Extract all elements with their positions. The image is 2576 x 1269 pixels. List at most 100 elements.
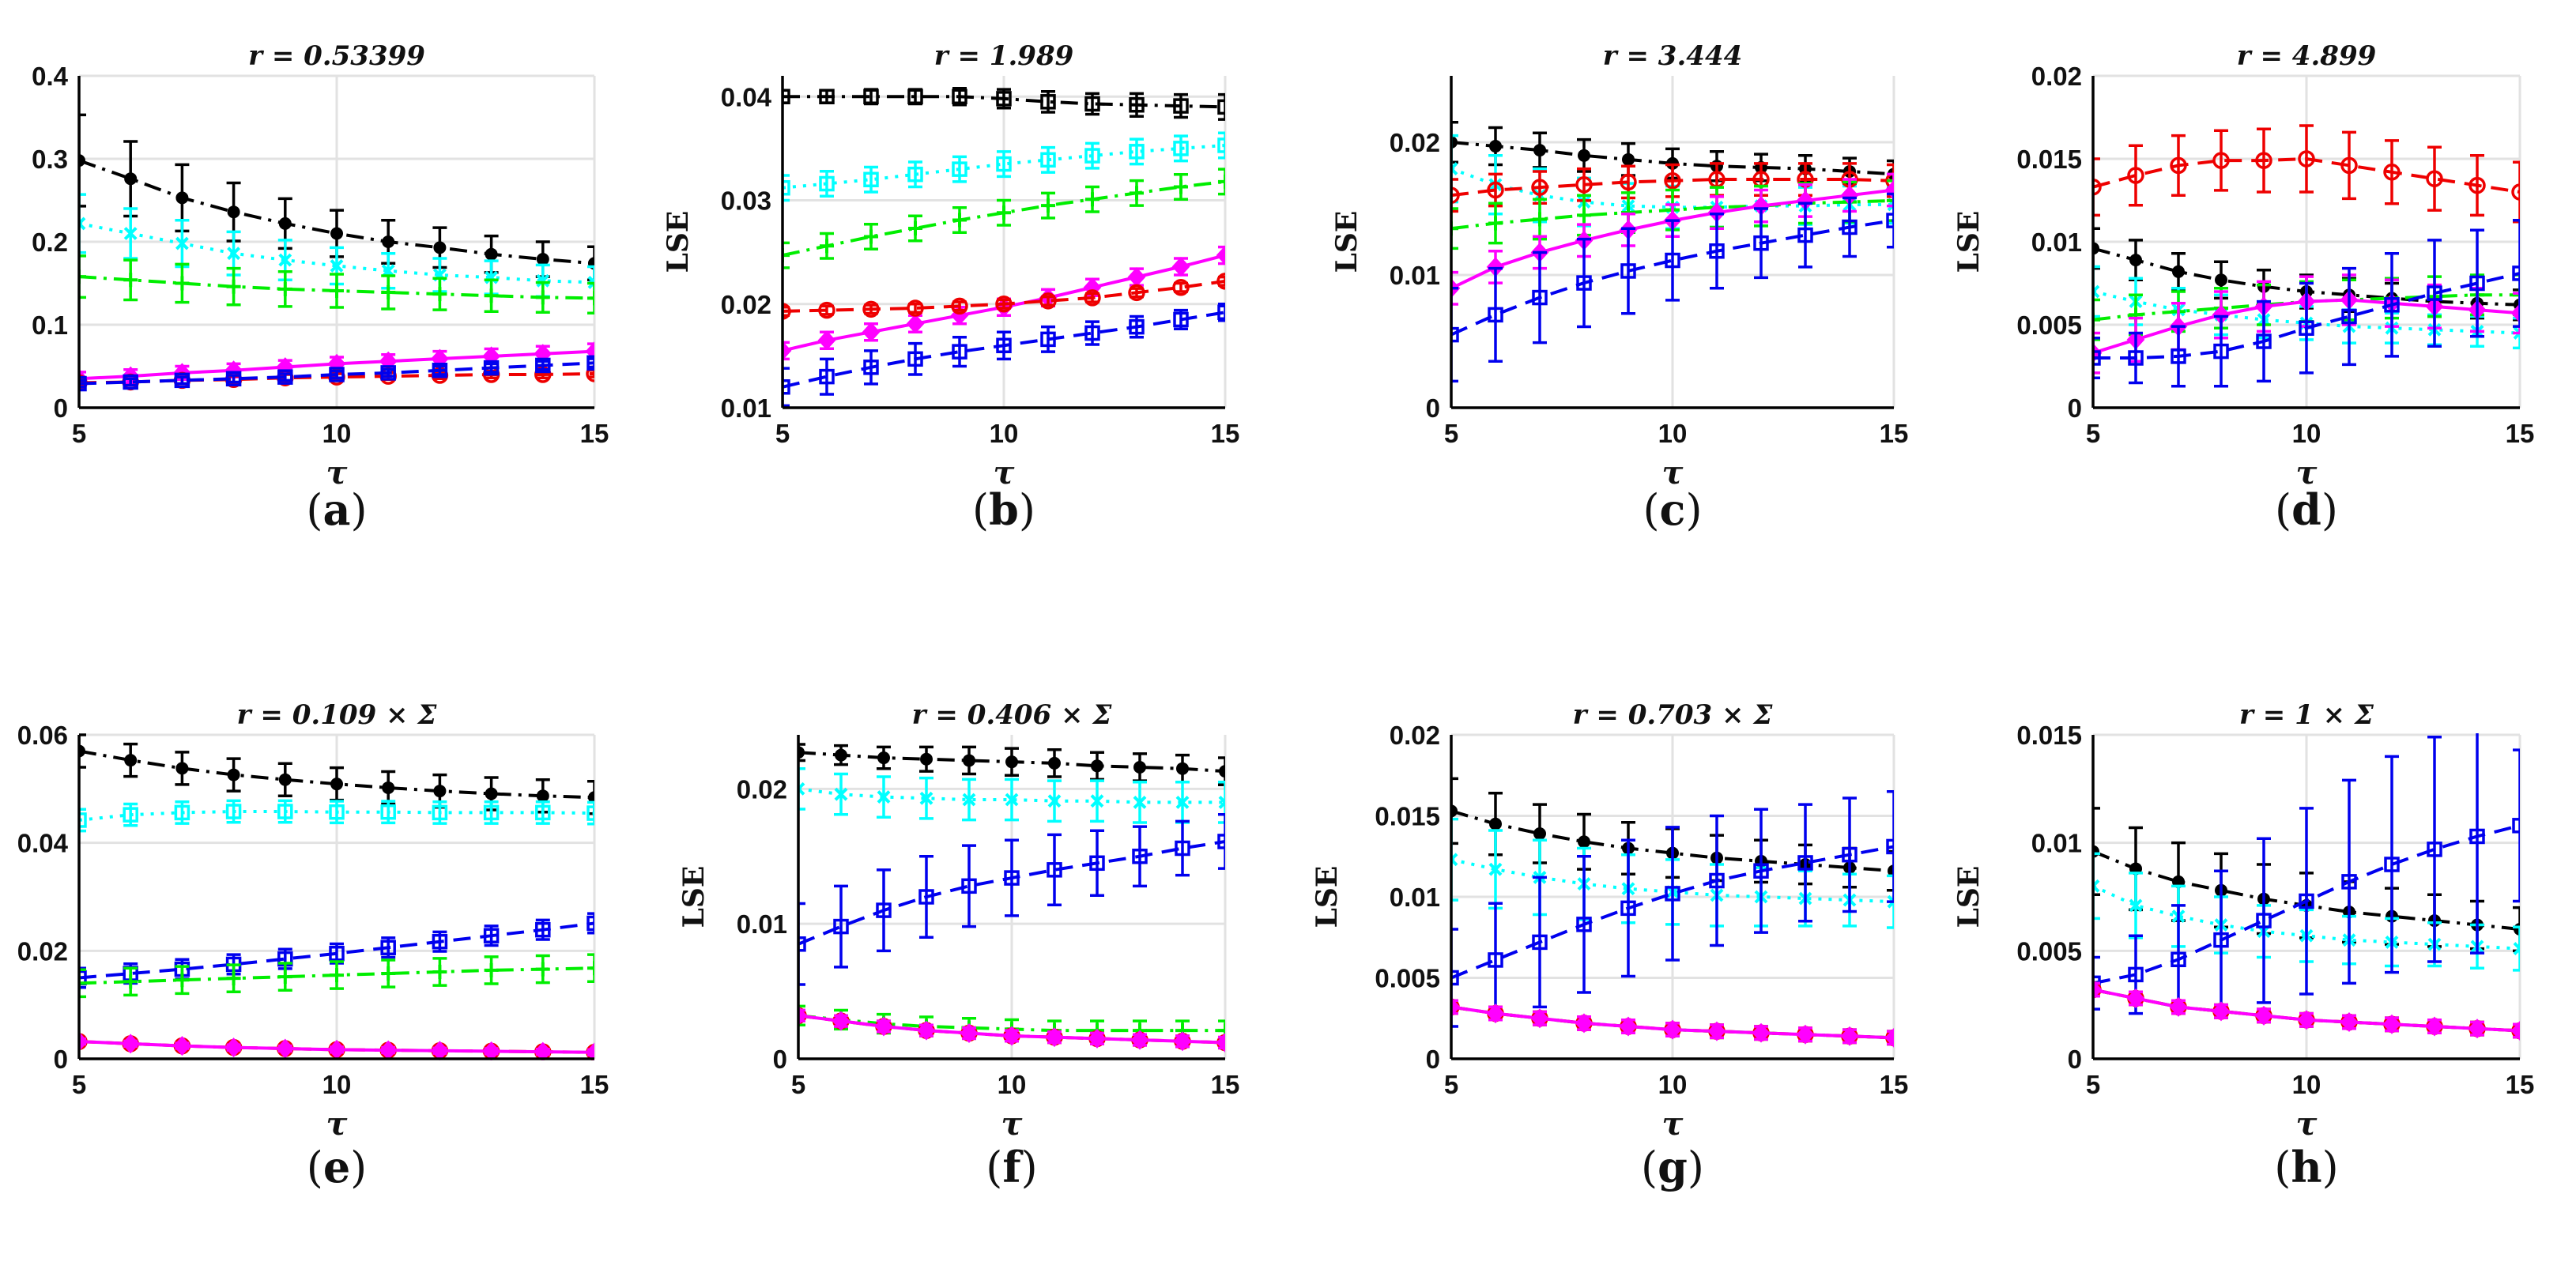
data-point xyxy=(123,974,138,989)
error-bar xyxy=(432,364,447,376)
data-point xyxy=(535,921,551,938)
data-point xyxy=(330,227,343,240)
error-bar xyxy=(1887,172,1894,208)
data-point xyxy=(1619,1016,1638,1037)
data-point xyxy=(862,300,880,318)
error-bar xyxy=(2093,157,2100,217)
error-bar xyxy=(79,966,86,989)
data-point xyxy=(1451,136,1458,149)
error-bar xyxy=(2093,955,2100,1011)
data-point xyxy=(2093,242,2099,255)
data-point xyxy=(2171,348,2186,364)
error-bar xyxy=(2513,316,2520,350)
data-point xyxy=(1133,796,1147,809)
data-point xyxy=(919,791,933,805)
error-bar xyxy=(1174,134,1188,163)
data-point xyxy=(79,1031,89,1052)
data-point xyxy=(1174,179,1188,194)
data-point xyxy=(1219,765,1225,778)
x-tick-label: 5 xyxy=(2086,1070,2100,1099)
data-point xyxy=(1217,99,1225,115)
data-point xyxy=(381,966,396,981)
y-axis-label: LSE xyxy=(1952,866,1986,928)
data-point xyxy=(1578,835,1590,849)
data-point xyxy=(2093,879,2100,893)
data-point xyxy=(276,1038,295,1059)
series-group xyxy=(2093,733,2520,1041)
data-point xyxy=(877,751,890,765)
data-point xyxy=(1576,275,1592,291)
data-point xyxy=(907,166,923,183)
error-bar xyxy=(2470,154,2484,217)
data-point xyxy=(278,217,292,230)
data-point xyxy=(1488,216,1503,231)
error-bar xyxy=(2214,314,2228,388)
data-point xyxy=(484,288,499,303)
data-point xyxy=(1486,1004,1505,1024)
error-bar xyxy=(1842,796,1857,913)
data-point xyxy=(2212,1001,2231,1022)
data-point xyxy=(2382,1014,2401,1034)
panel-caption: (a) xyxy=(306,484,367,535)
data-point xyxy=(2383,164,2401,181)
data-point xyxy=(962,793,976,807)
data-point xyxy=(226,279,241,294)
data-point xyxy=(2510,1020,2520,1041)
data-point xyxy=(1173,141,1189,156)
data-point xyxy=(1753,235,1769,251)
data-point xyxy=(1533,144,1546,157)
panel-caption: (g) xyxy=(1641,1142,1704,1192)
data-point xyxy=(1171,257,1190,277)
data-point xyxy=(1039,292,1057,310)
error-bar xyxy=(1041,145,1055,174)
data-point xyxy=(433,785,447,798)
error-bar xyxy=(1133,825,1147,888)
data-point xyxy=(2427,842,2442,857)
error-bar xyxy=(226,374,241,384)
data-point xyxy=(833,918,849,935)
y-tick-label: 0.015 xyxy=(2016,721,2082,750)
data-point xyxy=(2172,265,2185,278)
data-point xyxy=(123,273,138,288)
error-bar xyxy=(123,377,138,387)
y-tick-label: 0.02 xyxy=(2031,62,2082,91)
data-point xyxy=(1218,174,1225,189)
error-bar xyxy=(587,800,594,826)
data-point xyxy=(952,213,967,228)
error-bar xyxy=(1218,781,1225,824)
data-point xyxy=(1091,759,1103,773)
error-bar xyxy=(1887,163,1894,198)
data-point xyxy=(175,973,190,988)
data-point xyxy=(2215,273,2227,287)
y-tick-label: 0.01 xyxy=(1390,883,1440,912)
data-point xyxy=(432,287,447,302)
data-point xyxy=(2468,1019,2487,1039)
data-point xyxy=(952,344,967,360)
data-point xyxy=(380,365,396,381)
data-point xyxy=(175,762,189,775)
data-point xyxy=(2093,980,2103,1000)
error-bar xyxy=(2385,755,2399,974)
data-point xyxy=(1664,171,1681,190)
data-point xyxy=(920,752,933,766)
data-point xyxy=(484,962,499,977)
error-bar xyxy=(1451,287,1458,383)
data-point xyxy=(1129,97,1145,113)
data-point xyxy=(1576,917,1592,932)
data-point xyxy=(1084,289,1101,307)
error-bar xyxy=(2171,134,2186,197)
data-point xyxy=(906,314,925,334)
data-point xyxy=(820,239,834,254)
data-point xyxy=(227,247,241,261)
x-tick-label: 5 xyxy=(791,1070,805,1099)
x-axis-label: τ xyxy=(1662,454,1684,491)
x-tick-label: 15 xyxy=(2506,419,2535,448)
data-point xyxy=(798,746,805,759)
error-bar xyxy=(484,362,499,374)
data-point xyxy=(1665,886,1680,902)
data-point xyxy=(1753,863,1769,879)
data-point xyxy=(2093,178,2102,196)
data-point xyxy=(1575,176,1593,194)
data-point xyxy=(433,241,447,254)
data-point xyxy=(1842,219,1858,235)
